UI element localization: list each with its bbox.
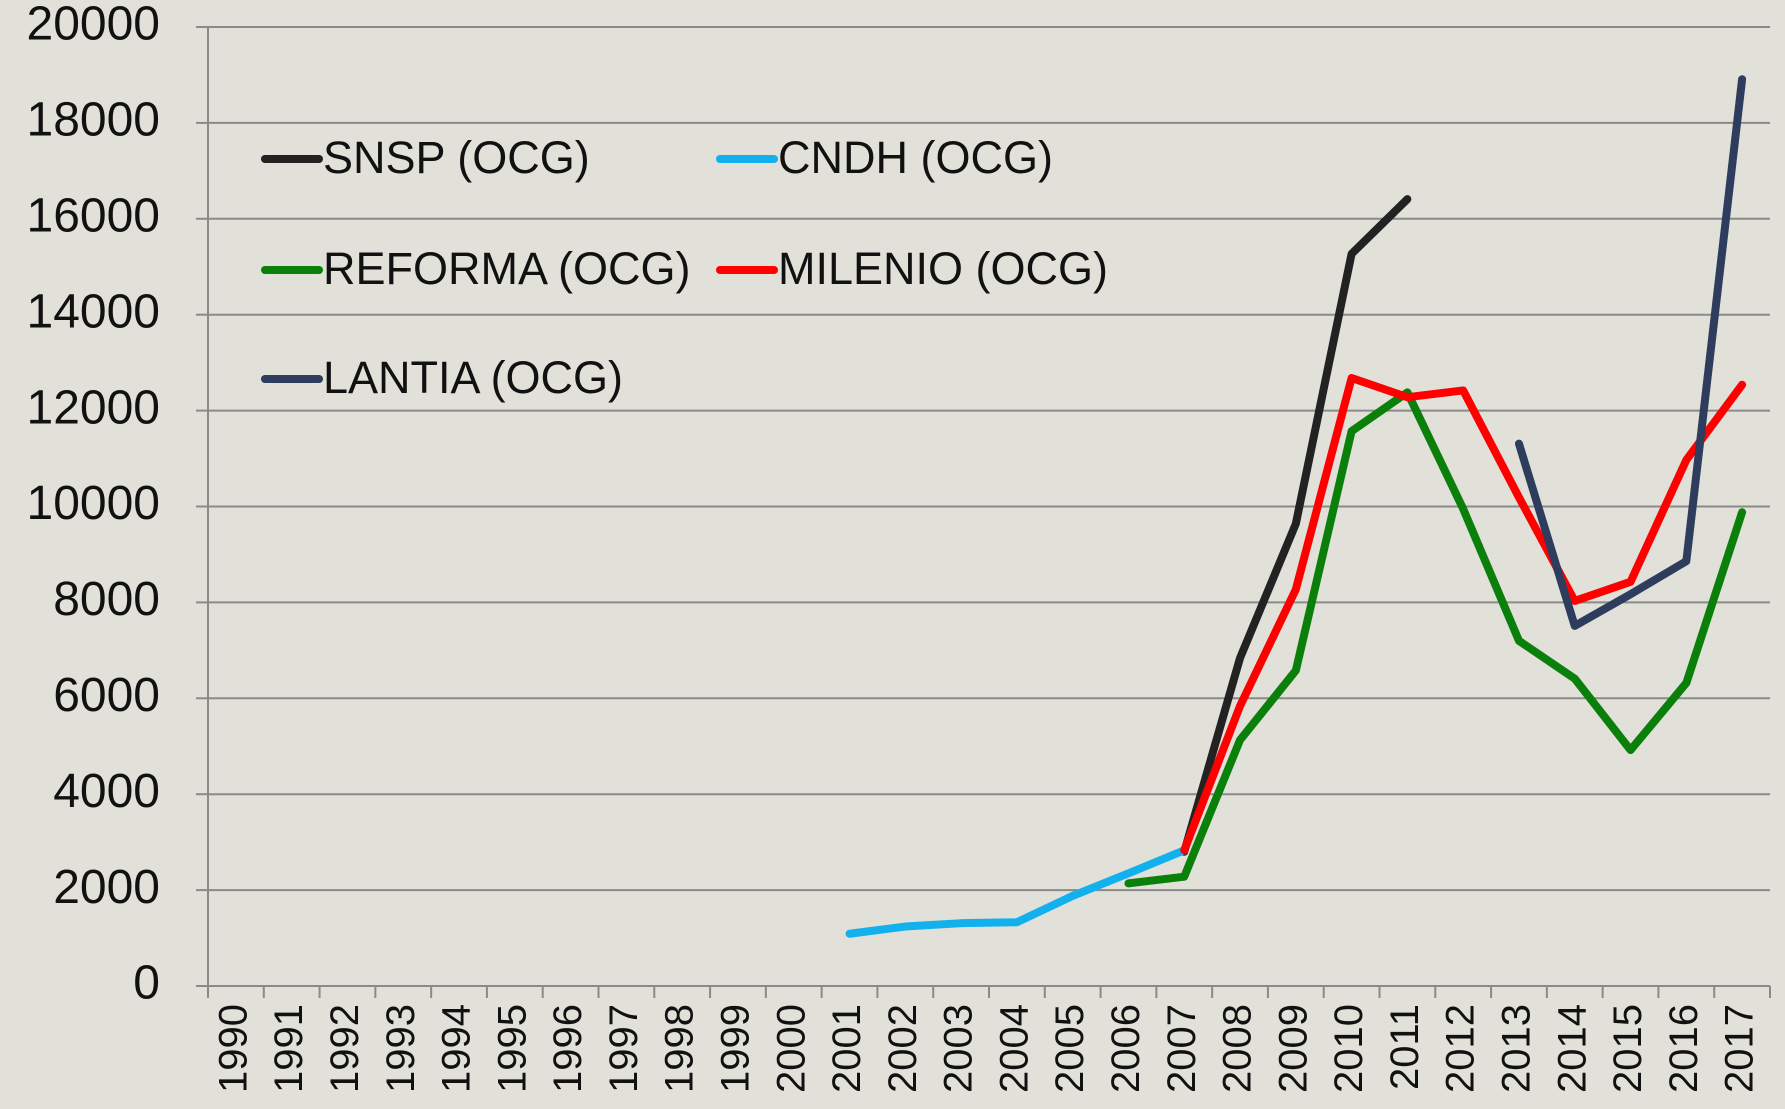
legend-label: REFORMA (OCG) xyxy=(323,243,691,294)
y-tick-label: 6000 xyxy=(53,669,160,722)
x-tick-label: 1994 xyxy=(435,1004,479,1093)
x-tick-label: 2011 xyxy=(1383,1004,1427,1090)
x-tick-label: 2010 xyxy=(1327,1004,1371,1093)
legend-label: LANTIA (OCG) xyxy=(323,352,623,403)
legend-label: CNDH (OCG) xyxy=(778,132,1053,183)
series-line xyxy=(1514,75,1747,630)
y-tick-label: 16000 xyxy=(27,189,160,242)
x-tick-label: 2005 xyxy=(1048,1004,1092,1093)
x-tick-label: 2001 xyxy=(825,1004,869,1093)
x-tick-label: 1995 xyxy=(490,1004,534,1093)
x-tick-label: 1991 xyxy=(267,1004,311,1093)
x-tick-label: 2006 xyxy=(1104,1004,1148,1093)
x-tick-label: 2000 xyxy=(769,1004,813,1093)
x-tick-label: 1992 xyxy=(323,1004,367,1093)
x-tick-label: 1990 xyxy=(211,1004,255,1093)
y-tick-label: 2000 xyxy=(53,861,160,914)
x-tick-label: 1997 xyxy=(602,1004,646,1093)
y-tick-label: 0 xyxy=(133,957,160,1010)
x-tick-label: 2016 xyxy=(1662,1004,1706,1093)
y-tick-label: 4000 xyxy=(53,765,160,818)
x-tick-label: 1998 xyxy=(658,1004,702,1093)
y-tick-label: 18000 xyxy=(27,94,160,147)
series-line xyxy=(845,846,1189,938)
y-tick-label: 10000 xyxy=(27,477,160,530)
series-line xyxy=(1124,388,1747,888)
x-tick-label: 2008 xyxy=(1216,1004,1260,1093)
series-line xyxy=(1180,373,1747,855)
legend-label: MILENIO (OCG) xyxy=(778,243,1108,294)
x-tick-label: 1999 xyxy=(714,1004,758,1093)
series-line xyxy=(1180,195,1412,856)
y-tick-label: 20000 xyxy=(27,0,160,51)
x-tick-label: 2015 xyxy=(1606,1004,1650,1093)
x-tick-label: 2017 xyxy=(1718,1004,1762,1093)
x-tick-label: 2014 xyxy=(1550,1004,1594,1093)
x-tick-label: 2012 xyxy=(1439,1004,1483,1093)
y-tick-label: 14000 xyxy=(27,285,160,338)
x-tick-label: 2007 xyxy=(1160,1004,1204,1093)
x-tick-label: 1993 xyxy=(379,1004,423,1093)
x-tick-label: 2002 xyxy=(881,1004,925,1093)
y-tick-label: 12000 xyxy=(27,381,160,434)
x-tick-label: 1996 xyxy=(546,1004,590,1093)
x-tick-label: 2009 xyxy=(1271,1004,1315,1093)
x-tick-label: 2004 xyxy=(992,1004,1036,1093)
legend-label: SNSP (OCG) xyxy=(323,132,590,183)
x-tick-label: 2013 xyxy=(1495,1004,1539,1093)
y-tick-label: 8000 xyxy=(53,573,160,626)
x-tick-label: 2003 xyxy=(937,1004,981,1093)
